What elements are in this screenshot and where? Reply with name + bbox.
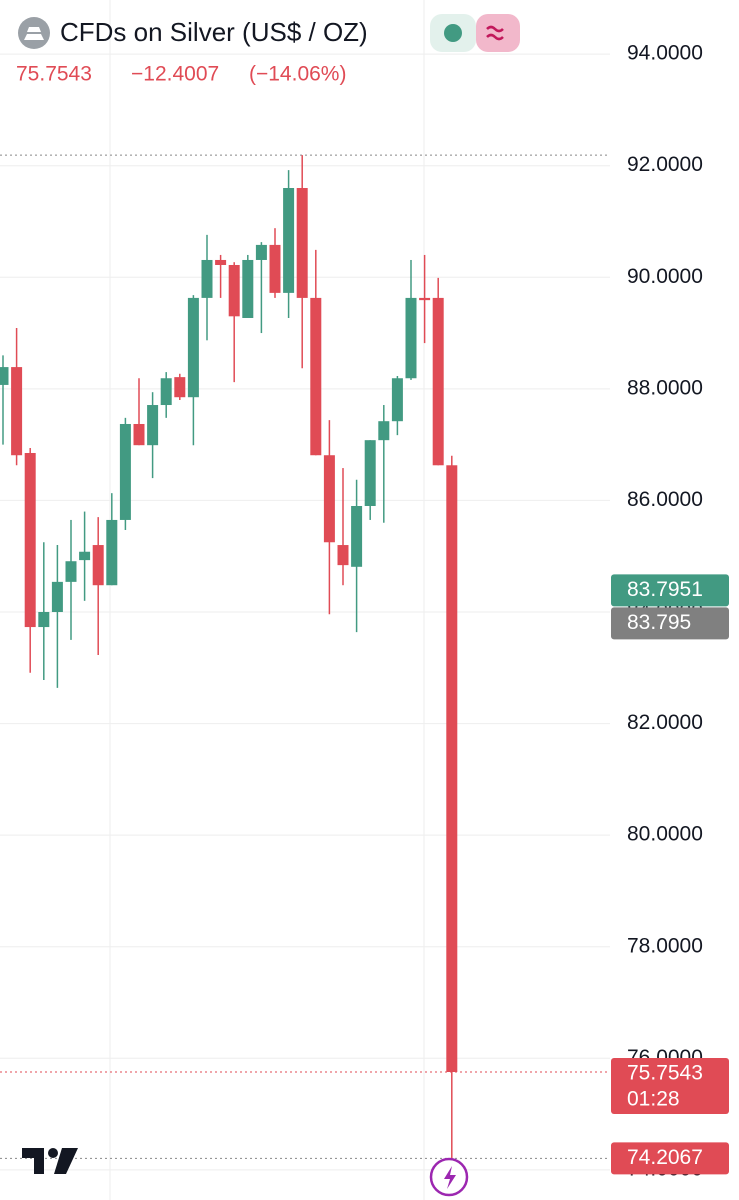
candle-body <box>337 545 349 566</box>
symbol-icon <box>18 17 50 49</box>
candle-body <box>0 367 9 385</box>
countdown: 01:28 <box>627 1088 680 1111</box>
delay-pill <box>476 14 520 52</box>
candle-body <box>364 440 376 506</box>
logo-part <box>48 1148 58 1158</box>
candle-body <box>160 378 172 406</box>
plot <box>0 154 610 1159</box>
candle-body <box>51 581 63 612</box>
price-tag-label: 83.795 <box>627 611 691 634</box>
candle-body <box>11 367 23 456</box>
price-tag <box>611 1142 729 1175</box>
candle-body <box>419 297 431 301</box>
y-tick-label: 88.0000 <box>627 376 703 399</box>
price-tag <box>611 1058 729 1115</box>
tv-logo <box>22 1148 78 1174</box>
price-tags: 83.7951 83.795 75.7543 01:28 74.2067 <box>611 574 729 1175</box>
candle-body <box>378 421 390 441</box>
candle-body <box>65 561 77 582</box>
candle-body <box>174 377 186 398</box>
candle-body <box>323 455 335 543</box>
candle-body <box>187 297 199 398</box>
candle-body <box>391 378 403 422</box>
candle-body <box>269 244 281 293</box>
candle-body <box>147 405 159 446</box>
candle-body <box>38 611 50 628</box>
candle-body <box>351 505 363 567</box>
candle-body <box>242 259 254 318</box>
header: CFDs on Silver (US$ / OZ) 75.7543 −12.40… <box>16 14 520 86</box>
price-tag-label: 83.7951 <box>627 578 703 601</box>
candle-body <box>92 545 104 586</box>
y-tick-label: 94.0000 <box>627 42 703 65</box>
candle-body <box>283 188 295 293</box>
status-dot <box>444 24 462 42</box>
candle-body <box>24 452 36 628</box>
candle-body <box>446 465 458 1073</box>
y-tick-label: 82.0000 <box>627 711 703 734</box>
candle-body <box>106 519 118 586</box>
y-tick-label: 90.0000 <box>627 265 703 288</box>
delay-icon <box>486 25 504 41</box>
candle-body <box>215 259 227 265</box>
price-tag-label: 75.7543 <box>627 1062 703 1085</box>
candle-body <box>201 259 213 298</box>
candle-body <box>79 551 91 561</box>
title: CFDs on Silver (US$ / OZ) <box>60 17 368 47</box>
candle-body <box>405 297 417 379</box>
last-price: 75.7543 <box>16 63 92 86</box>
candle-body <box>310 297 322 456</box>
y-tick-label: 92.0000 <box>627 153 703 176</box>
price-tag-label: 74.2067 <box>627 1146 703 1169</box>
y-tick-label: 78.0000 <box>627 934 703 957</box>
y-tick-label: 86.0000 <box>627 488 703 511</box>
price-tag <box>611 574 729 607</box>
candle-body <box>133 423 145 446</box>
price-tag <box>611 607 729 640</box>
logo-part <box>22 1148 44 1174</box>
change: −12.4007 <box>131 63 219 86</box>
logo-part <box>54 1148 78 1174</box>
lightning-icon <box>444 1166 456 1189</box>
candle-body <box>119 423 131 520</box>
candle-body <box>296 188 308 298</box>
change-percent: (−14.06%) <box>249 63 346 86</box>
candle-body <box>228 264 240 317</box>
symbol-icon-bars <box>24 27 44 40</box>
candle-body <box>432 297 444 466</box>
candle-body <box>255 244 267 260</box>
y-tick-label: 80.0000 <box>627 823 703 846</box>
